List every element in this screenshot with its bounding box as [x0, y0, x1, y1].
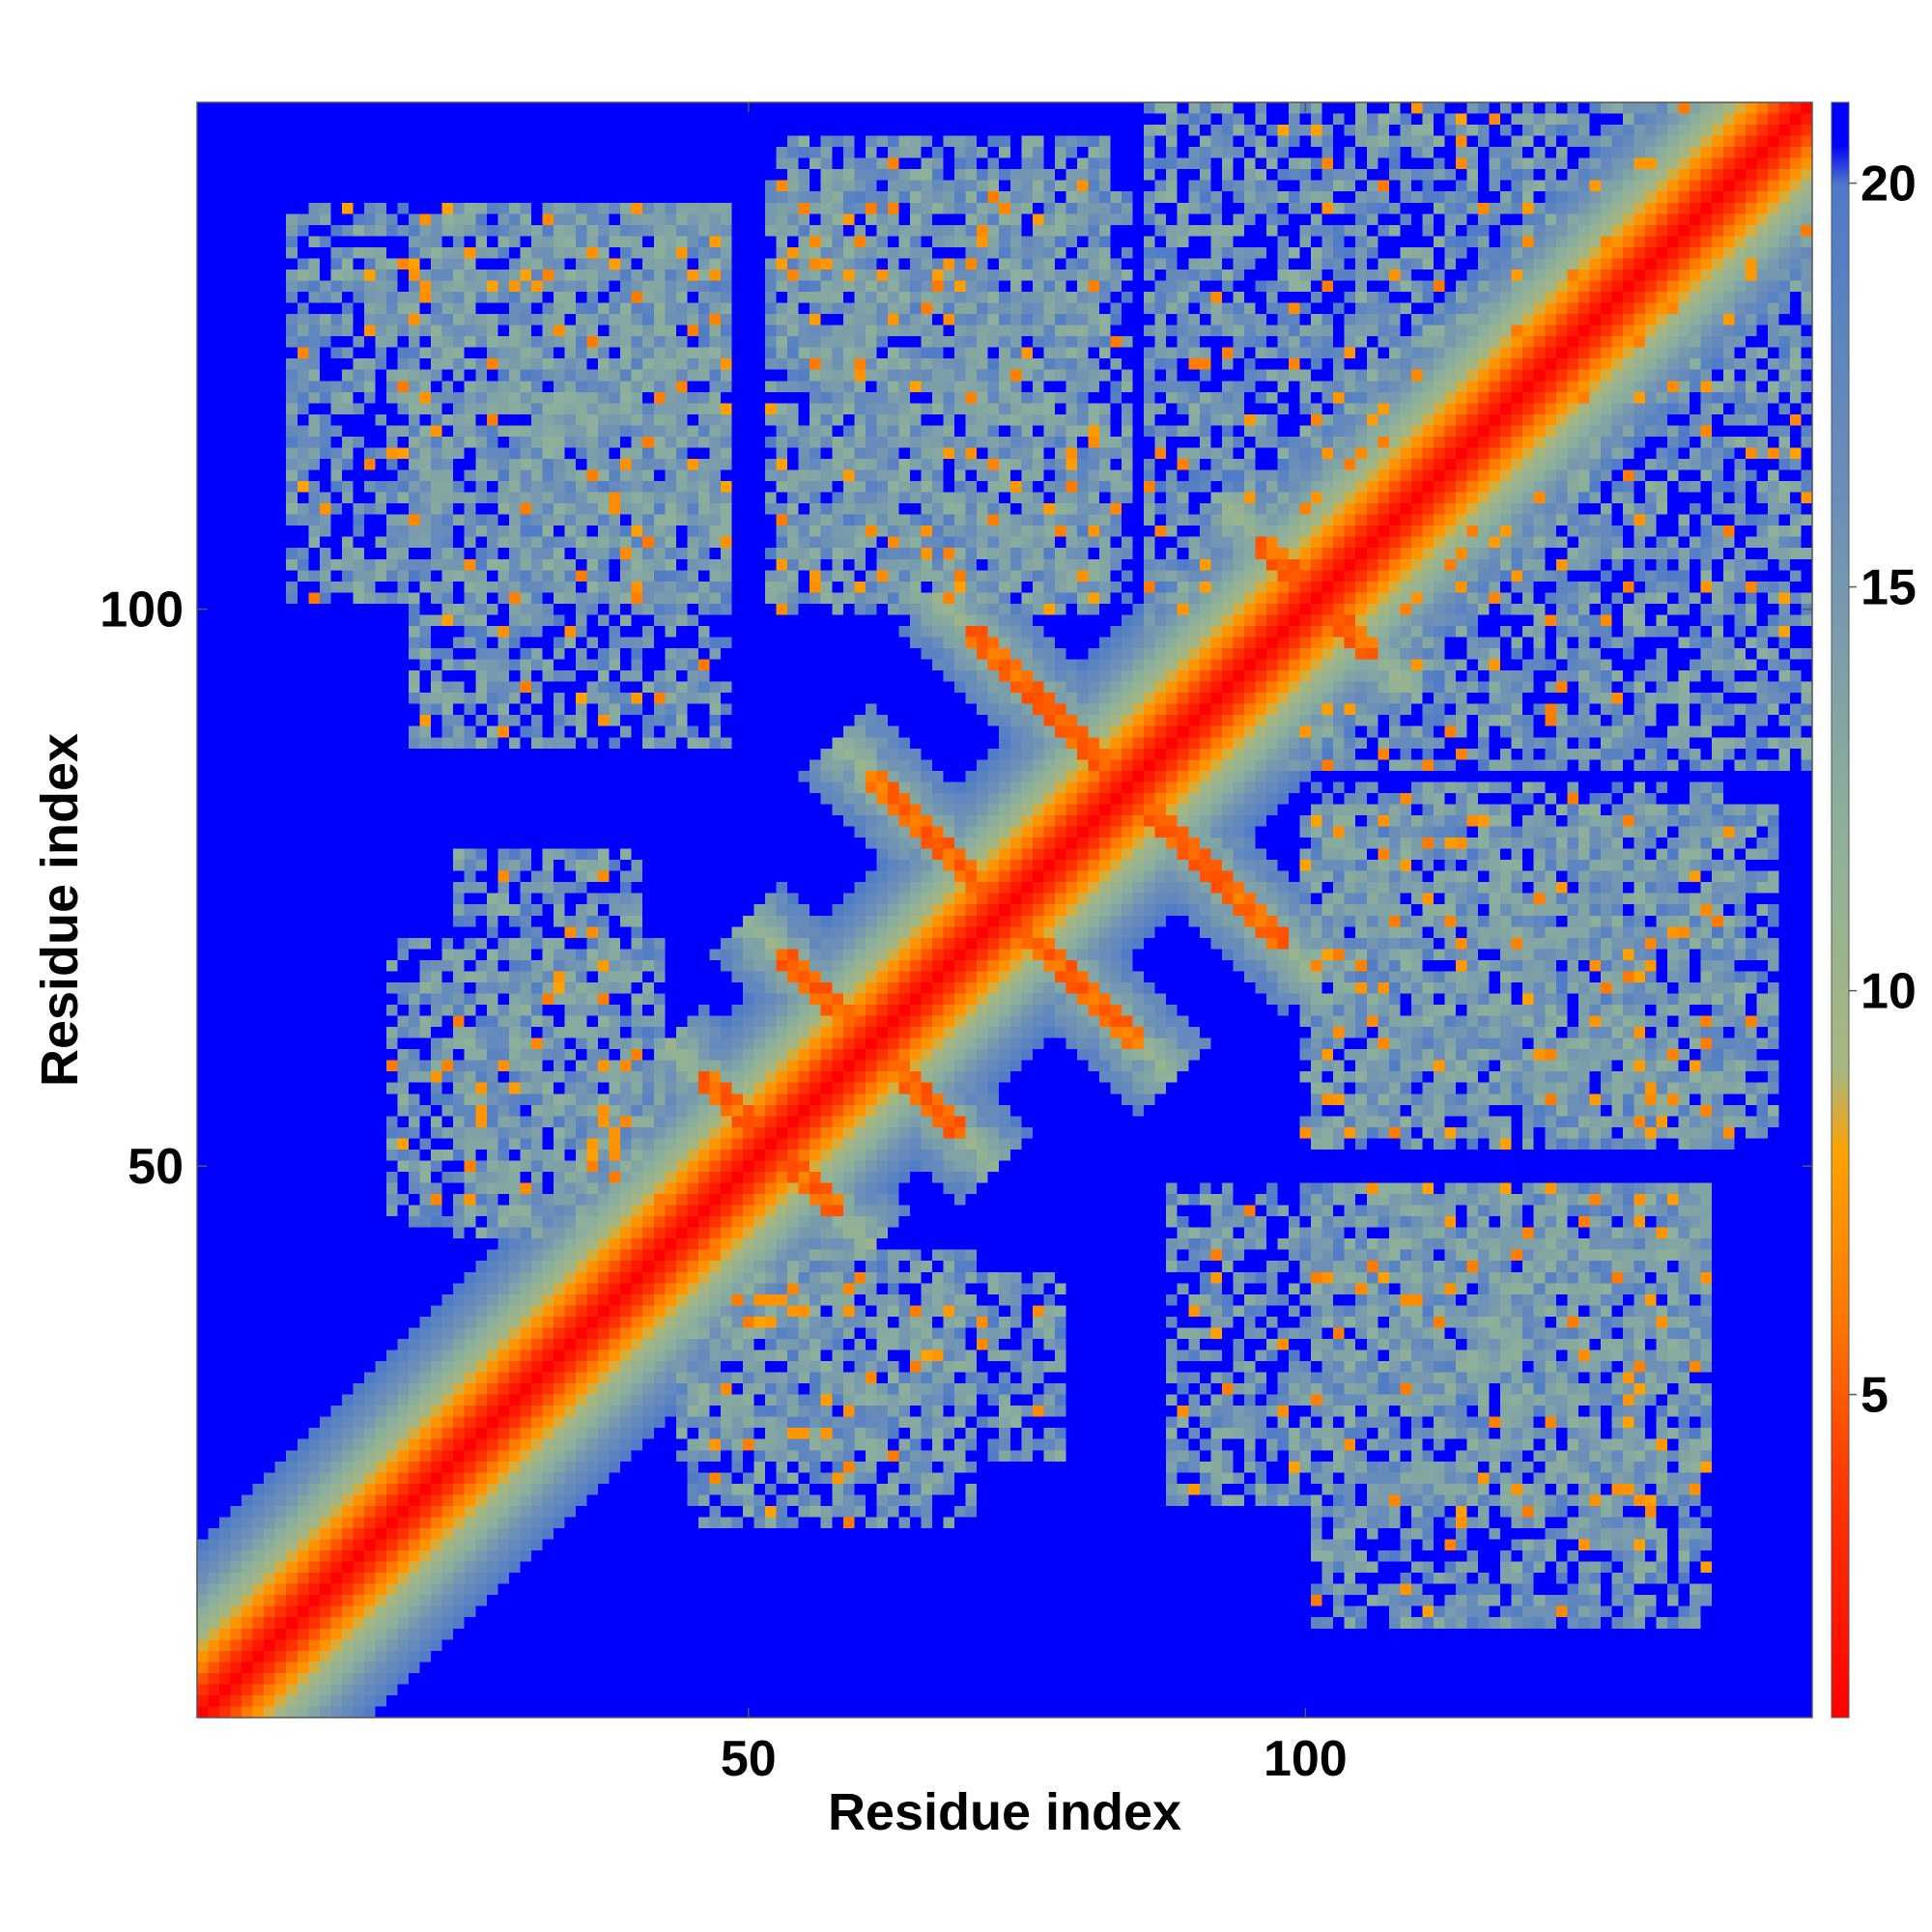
colorbar-frame [1831, 101, 1850, 1719]
colorbar [1832, 102, 1849, 1718]
colorbar-tick-label: 15 [1861, 560, 1917, 616]
colorbar-ticks: 5 10 15 20 [1849, 156, 1917, 1424]
y-tick-label: 50 [128, 1139, 184, 1195]
x-tick-label: 50 [721, 1731, 777, 1787]
x-tick-label: 100 [1264, 1731, 1348, 1787]
colorbar-tick-label: 5 [1861, 1368, 1889, 1424]
y-axis-ticks: 50 100 [99, 582, 1812, 1195]
x-axis-label: Residue index [828, 1783, 1181, 1841]
colorbar-tick-label: 10 [1861, 964, 1917, 1020]
x-axis-ticks: 50 100 [721, 102, 1348, 1787]
plot-frame [196, 101, 1813, 1719]
colorbar-tick-label: 20 [1861, 156, 1917, 213]
y-axis-label: Residue index [31, 733, 89, 1087]
y-tick-label: 100 [99, 582, 184, 639]
heatmap-plot [197, 102, 1812, 1718]
